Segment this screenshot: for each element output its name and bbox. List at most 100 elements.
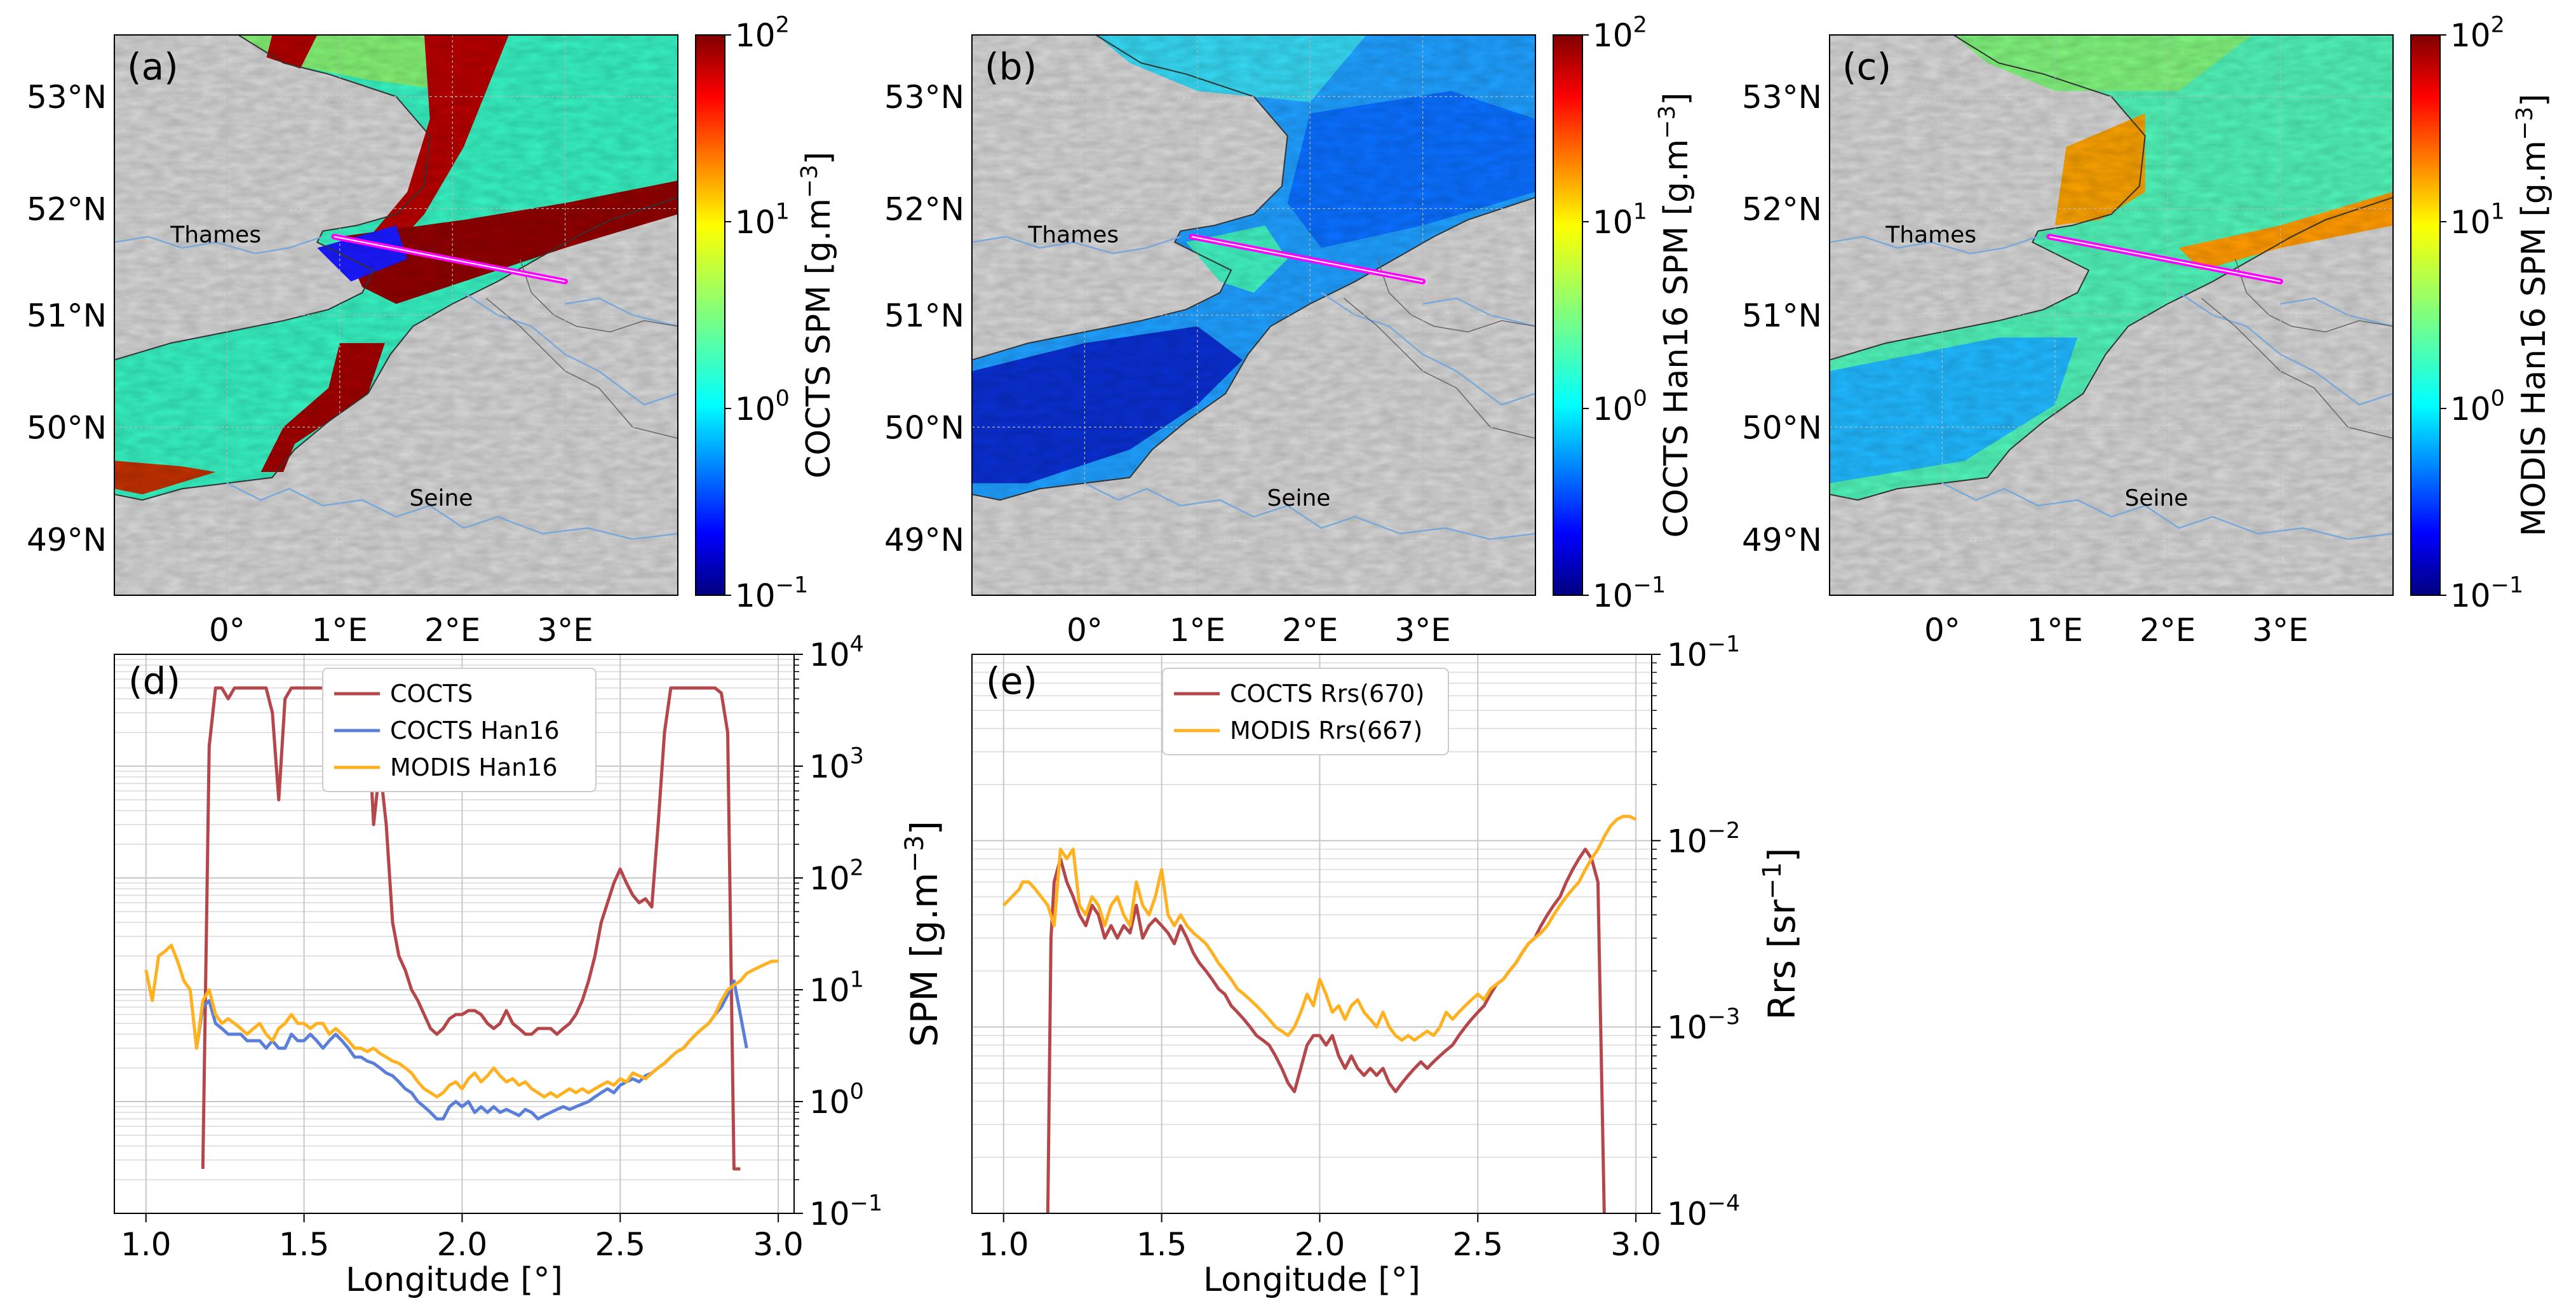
colorbar-label-exp: −3 <box>797 165 823 198</box>
colorbar-tick-label-base: 10 <box>1593 577 1633 614</box>
lon-tick-label: 1°E <box>1170 612 1225 649</box>
colorbar-tick-label-exp: −1 <box>2491 573 2524 598</box>
river-line-1 <box>1829 236 2039 255</box>
transect-line-core <box>1191 236 1423 283</box>
colorbar-tick-label-base: 10 <box>2450 577 2491 614</box>
x-tick-label: 1.5 <box>1136 1226 1187 1263</box>
lat-tick-label: 50°N <box>884 409 964 446</box>
y-tick-label-base: 10 <box>809 972 850 1009</box>
colorbar-tick-label-exp: 0 <box>776 386 790 412</box>
y-tick-label-base: 10 <box>809 748 850 785</box>
transect-line-core <box>2049 236 2281 283</box>
y-tick-label-base: 10 <box>809 1084 850 1121</box>
colorbar-tick-label: 101 <box>2450 199 2505 241</box>
y-axis-label-exp: −3 <box>900 835 929 873</box>
border-line-1 <box>1377 259 1536 333</box>
map-panel-label: (b) <box>985 45 1037 88</box>
y-tick-label: 10−1 <box>809 1191 882 1233</box>
y-tick-label-base: 10 <box>809 1196 850 1232</box>
map-panel-label: (c) <box>1842 45 1891 88</box>
colorbar-label-suffix: ] <box>1657 92 1696 105</box>
y-tick-label-base: 10 <box>1667 1196 1708 1232</box>
x-tick-label: 1.0 <box>978 1226 1029 1263</box>
plot-frame <box>114 654 795 1214</box>
lon-tick-label: 2°E <box>2140 612 2195 649</box>
y-tick-label-base: 10 <box>1667 1009 1708 1046</box>
lon-tick-label: 0° <box>1067 612 1103 649</box>
y-tick-label-exp: −4 <box>1708 1191 1741 1217</box>
colorbar-tick-label-base: 10 <box>735 391 776 428</box>
lat-tick-label: 53°N <box>1742 79 1822 116</box>
x-tick-label: 1.0 <box>121 1226 172 1263</box>
lat-tick-label: 51°N <box>27 297 107 334</box>
colorbar-label-text: COCTS SPM [g.m <box>800 198 838 478</box>
map-panel-2: (b) Thames Seine 53°N 52°N 51°N 50°N 49°N 0° 1°E 2… <box>884 13 1696 649</box>
colorbar-tick-label-exp: −1 <box>1633 573 1666 598</box>
legend-box <box>1162 668 1449 755</box>
lon-tick-label: 2°E <box>424 612 480 649</box>
colorbar-tick-label-base: 10 <box>735 577 776 614</box>
chart-panel-label: (d) <box>128 659 180 703</box>
colorbar-tick-label-exp: 2 <box>2491 13 2505 38</box>
colorbar-tick-label-exp: 0 <box>2491 386 2505 412</box>
y-axis-label-suffix: ] <box>903 821 946 835</box>
x-tick-label: 2.0 <box>1295 1226 1345 1263</box>
lat-tick-label: 50°N <box>1742 409 1822 446</box>
colorbar-tick-label-exp: 2 <box>776 13 790 38</box>
series-line-2 <box>1002 814 1637 1042</box>
colorbar-tick-label-base: 10 <box>735 17 776 54</box>
map-panel-1: (a) Thames Seine 53°N 52°N 51°N 50°N 49°N 0° 1°E 2… <box>27 13 838 649</box>
colorbar-tick-label-exp: −1 <box>776 573 809 598</box>
y-axis-label: SPM [g.m−3] <box>900 821 946 1047</box>
y-tick-label: 101 <box>809 968 864 1009</box>
river-line-2 <box>1084 482 1536 541</box>
colorbar-tick-label: 10−1 <box>1593 573 1666 615</box>
colorbar <box>695 34 725 596</box>
y-axis-label-exp: −1 <box>1758 862 1787 900</box>
y-tick-label-exp: 4 <box>850 632 864 658</box>
y-tick-label: 10−4 <box>1667 1191 1740 1233</box>
colorbar-label: MODIS Han16 SPM [g.m−3] <box>2512 94 2553 537</box>
map-frame <box>1829 34 2394 596</box>
colorbar-tick-label-base: 10 <box>2450 391 2491 428</box>
river-line-4 <box>2280 297 2394 327</box>
lat-tick-label: 53°N <box>27 79 107 116</box>
series-line-1 <box>201 686 741 1171</box>
colorbar-tick-label: 101 <box>735 199 790 241</box>
colorbar-tick-label-exp: 2 <box>1633 13 1647 38</box>
colorbar-label-exp: −3 <box>1654 105 1680 139</box>
y-tick-label-exp: −2 <box>1708 818 1741 844</box>
colorbar-label-text: MODIS Han16 SPM [g.m <box>2515 140 2553 537</box>
y-axis-label: Rrs [sr−1] <box>1758 847 1804 1020</box>
colorbar-tick-label-base: 10 <box>735 204 776 241</box>
y-tick-label-exp: −1 <box>850 1191 883 1217</box>
colorbar-label: COCTS SPM [g.m−3] <box>797 152 838 478</box>
y-axis-label-suffix: ] <box>1760 847 1804 862</box>
colorbar-label-suffix: ] <box>800 152 838 165</box>
series-line-3 <box>144 943 779 1099</box>
legend-label-2: COCTS Han16 <box>390 717 560 745</box>
colorbar-tick-label-base: 10 <box>1593 17 1633 54</box>
river-label-seine: Seine <box>409 485 473 511</box>
colorbar-tick-label: 100 <box>735 386 790 428</box>
colorbar-tick-label: 10−1 <box>735 573 808 615</box>
lat-tick-label: 51°N <box>1742 297 1822 334</box>
y-tick-label-exp: −3 <box>1708 1004 1741 1030</box>
colorbar-tick-label-base: 10 <box>1593 391 1633 428</box>
colorbar-label: COCTS Han16 SPM [g.m−3] <box>1654 92 1696 537</box>
colorbar-tick-label-exp: 1 <box>1633 199 1647 225</box>
colorbar-tick-label: 100 <box>1593 386 1647 428</box>
transect-line-core <box>334 236 565 283</box>
colorbar-tick-label-base: 10 <box>2450 204 2491 241</box>
lon-tick-label: 3°E <box>2252 612 2308 649</box>
y-tick-label: 10−3 <box>1667 1004 1740 1046</box>
border-line-1 <box>519 259 678 333</box>
legend-label-2: MODIS Rrs(667) <box>1230 717 1422 745</box>
river-line-1 <box>971 236 1181 255</box>
y-tick-label: 103 <box>809 744 864 786</box>
y-tick-label: 104 <box>809 632 864 674</box>
colorbar-tick-label: 102 <box>1593 13 1647 55</box>
